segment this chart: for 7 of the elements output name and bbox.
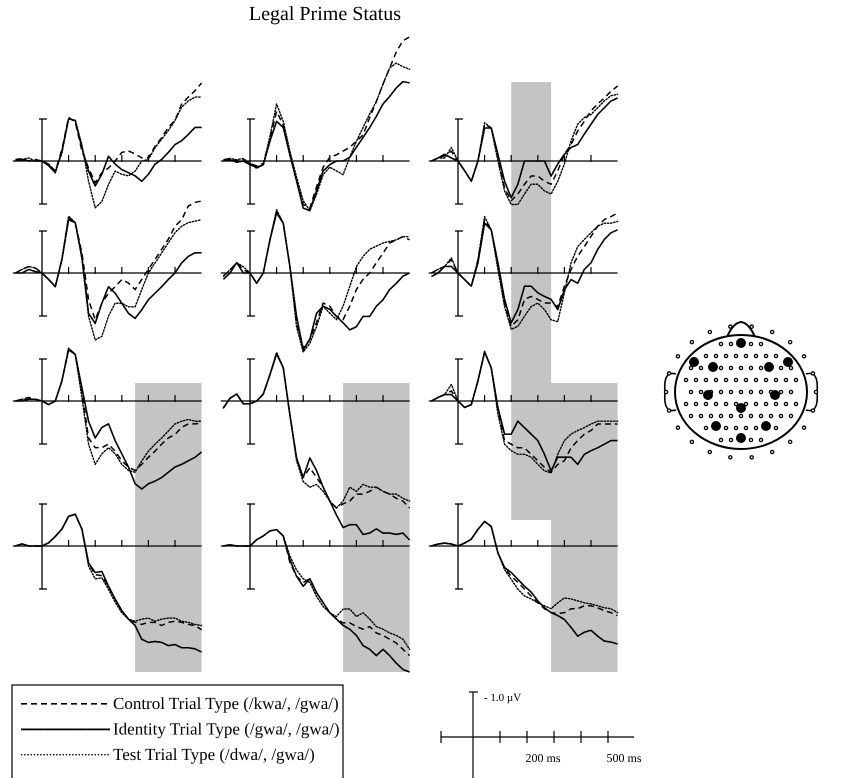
legend-label: Identity Trial Type (/gwa/, /gwa/) <box>113 720 340 738</box>
text: - 1.0 µV <box>484 692 522 704</box>
text: 200 ms <box>525 751 561 765</box>
text: 500 ms <box>606 751 642 765</box>
chart-title: Legal Prime Status <box>248 3 402 25</box>
legend-label: Control Trial Type (/kwa/, /gwa/) <box>113 694 339 713</box>
legend-label: Test Trial Type (/dwa/, /gwa/) <box>113 745 315 764</box>
